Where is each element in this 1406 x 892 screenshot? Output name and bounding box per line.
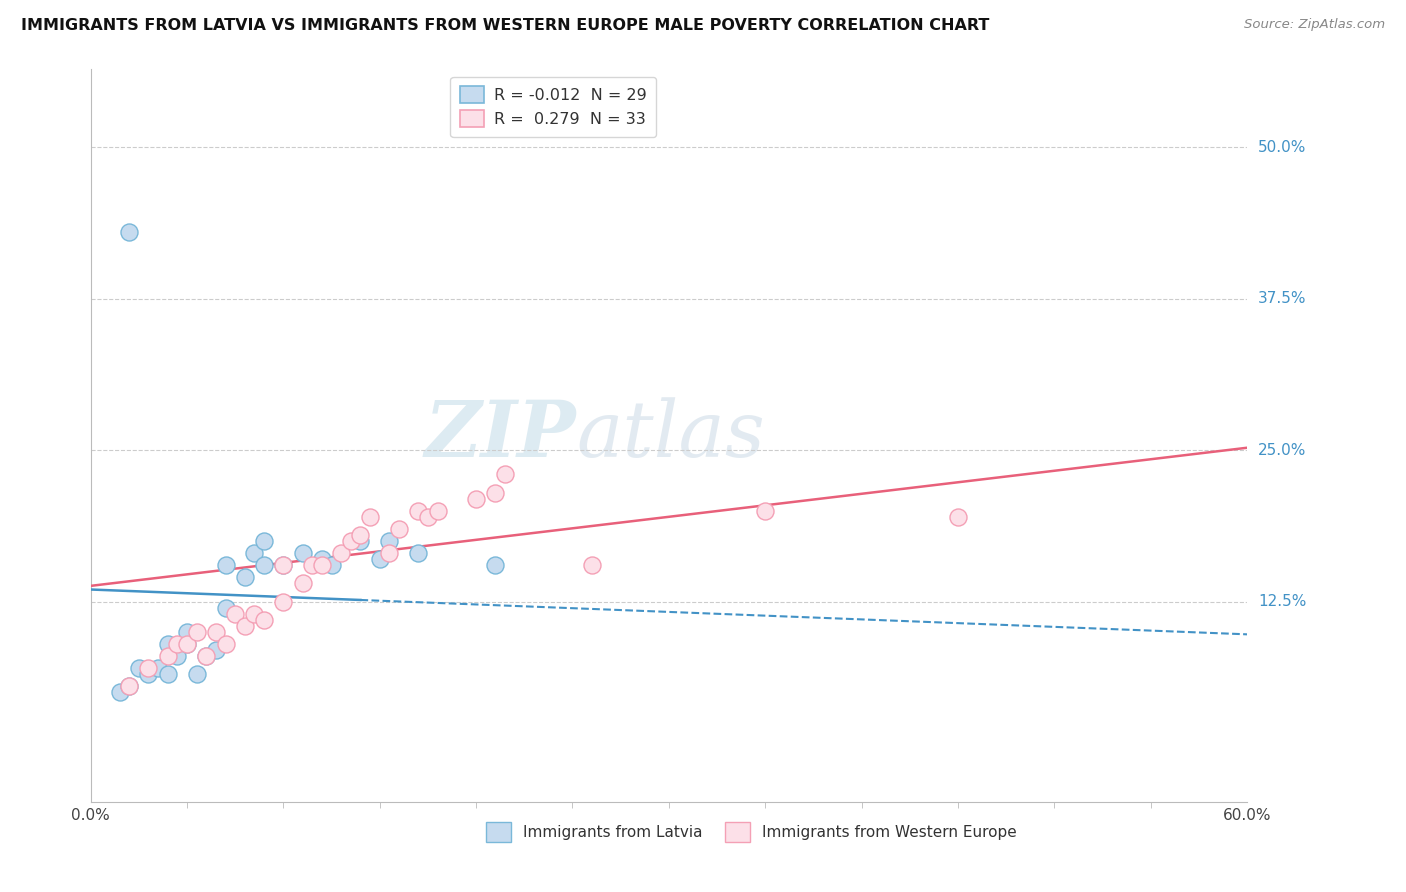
Point [166, 649, 188, 664]
Text: 25.0%: 25.0% [1258, 442, 1306, 458]
Point [253, 534, 276, 549]
Point [156, 649, 179, 664]
Text: atlas: atlas [576, 397, 765, 473]
Text: ZIP: ZIP [425, 397, 576, 474]
Point [108, 685, 131, 699]
Point [195, 649, 218, 664]
Point [214, 600, 236, 615]
Point [253, 613, 276, 627]
Point [243, 546, 266, 560]
Point [233, 570, 256, 584]
Point [349, 534, 371, 549]
Point [388, 522, 411, 536]
Text: Immigrants from Latvia: Immigrants from Latvia [523, 825, 702, 840]
Point [349, 528, 371, 542]
Point [311, 558, 333, 573]
Text: 50.0%: 50.0% [1258, 140, 1306, 155]
Point [330, 546, 353, 560]
Point [118, 680, 141, 694]
Point [176, 624, 198, 639]
Point [368, 552, 391, 566]
Point [186, 667, 208, 681]
Point [416, 509, 439, 524]
Point [359, 509, 381, 524]
Point [205, 643, 228, 657]
Point [176, 637, 198, 651]
Text: IMMIGRANTS FROM LATVIA VS IMMIGRANTS FROM WESTERN EUROPE MALE POVERTY CORRELATIO: IMMIGRANTS FROM LATVIA VS IMMIGRANTS FRO… [21, 18, 990, 33]
Point [205, 624, 228, 639]
Point [273, 558, 295, 573]
Point [224, 607, 246, 621]
Point [494, 467, 516, 482]
Point [138, 661, 160, 675]
Point [465, 491, 488, 506]
Point [291, 546, 314, 560]
Point [321, 558, 343, 573]
Point [378, 534, 401, 549]
Point [243, 607, 266, 621]
Point [195, 649, 218, 664]
Point [406, 504, 429, 518]
Point [233, 619, 256, 633]
Point [340, 534, 363, 549]
Point [301, 558, 323, 573]
Point [484, 558, 506, 573]
Text: Source: ZipAtlas.com: Source: ZipAtlas.com [1244, 18, 1385, 31]
Point [214, 637, 236, 651]
Point [186, 624, 208, 639]
Text: 37.5%: 37.5% [1258, 291, 1306, 306]
Point [426, 504, 449, 518]
Point [176, 637, 198, 651]
Point [273, 594, 295, 608]
Point [214, 558, 236, 573]
Point [118, 680, 141, 694]
Point [138, 667, 160, 681]
Point [273, 558, 295, 573]
Point [291, 576, 314, 591]
Legend: R = -0.012  N = 29, R =  0.279  N = 33: R = -0.012 N = 29, R = 0.279 N = 33 [450, 77, 657, 136]
Text: 12.5%: 12.5% [1258, 594, 1306, 609]
Point [166, 637, 188, 651]
Point [484, 485, 506, 500]
Point [253, 558, 276, 573]
Point [146, 661, 169, 675]
Point [406, 546, 429, 560]
Text: Immigrants from Western Europe: Immigrants from Western Europe [762, 825, 1017, 840]
Point [156, 667, 179, 681]
Point [118, 225, 141, 239]
Point [311, 552, 333, 566]
Point [581, 558, 603, 573]
Point [378, 546, 401, 560]
Point [156, 637, 179, 651]
Point [946, 509, 969, 524]
Point [128, 661, 150, 675]
Point [754, 504, 776, 518]
